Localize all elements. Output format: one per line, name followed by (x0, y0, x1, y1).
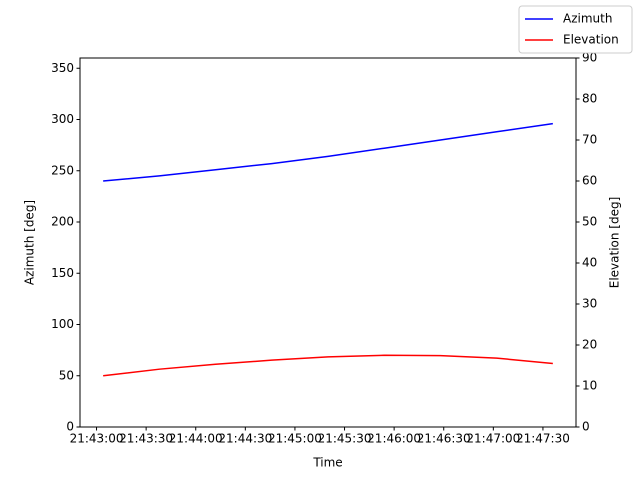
plot-frame (79, 57, 577, 428)
x-tick-label: 21:43:00 (70, 432, 124, 446)
x-tick-label: 21:44:30 (218, 432, 272, 446)
y2-tick-label: 90 (582, 51, 597, 65)
y2-tick-label: 10 (582, 379, 597, 393)
y2-tick-label: 50 (582, 215, 597, 229)
x-tick-label: 21:45:00 (268, 432, 322, 446)
x-tick-label: 21:43:30 (119, 432, 173, 446)
y2-tick-label: 70 (582, 133, 597, 147)
x-tick-label: 21:45:30 (318, 432, 372, 446)
y2-tick-label: 60 (582, 174, 597, 188)
y-tick-label: 150 (51, 266, 74, 280)
y2-tick-label: 40 (582, 256, 597, 270)
y-axis-label: Azimuth [deg] (23, 200, 37, 285)
y-tick-label: 200 (51, 215, 74, 229)
y-tick-label: 250 (51, 163, 74, 177)
y-tick-label: 0 (66, 420, 74, 434)
y-tick-label: 50 (59, 368, 74, 382)
x-tick-label: 21:47:30 (516, 432, 570, 446)
y2-axis-label: Elevation [deg] (608, 197, 622, 289)
y2-tick-label: 20 (582, 338, 597, 352)
x-tick-label: 21:47:00 (466, 432, 520, 446)
x-axis-label: Time (312, 456, 342, 470)
legend-box (518, 5, 633, 54)
line (103, 122, 553, 182)
x-tick-label: 21:44:00 (169, 432, 223, 446)
line (103, 354, 553, 377)
legend-label: Azimuth (563, 12, 612, 26)
x-tick-label: 21:46:30 (417, 432, 471, 446)
y-tick-label: 350 (51, 61, 74, 75)
y2-tick-label: 30 (582, 297, 597, 311)
x-tick-label: 21:46:00 (367, 432, 421, 446)
legend-label: Elevation (563, 33, 619, 47)
y2-tick-label: 0 (582, 420, 590, 434)
y-tick-label: 100 (51, 317, 74, 331)
y-tick-label: 300 (51, 112, 74, 126)
y2-tick-label: 80 (582, 92, 597, 106)
